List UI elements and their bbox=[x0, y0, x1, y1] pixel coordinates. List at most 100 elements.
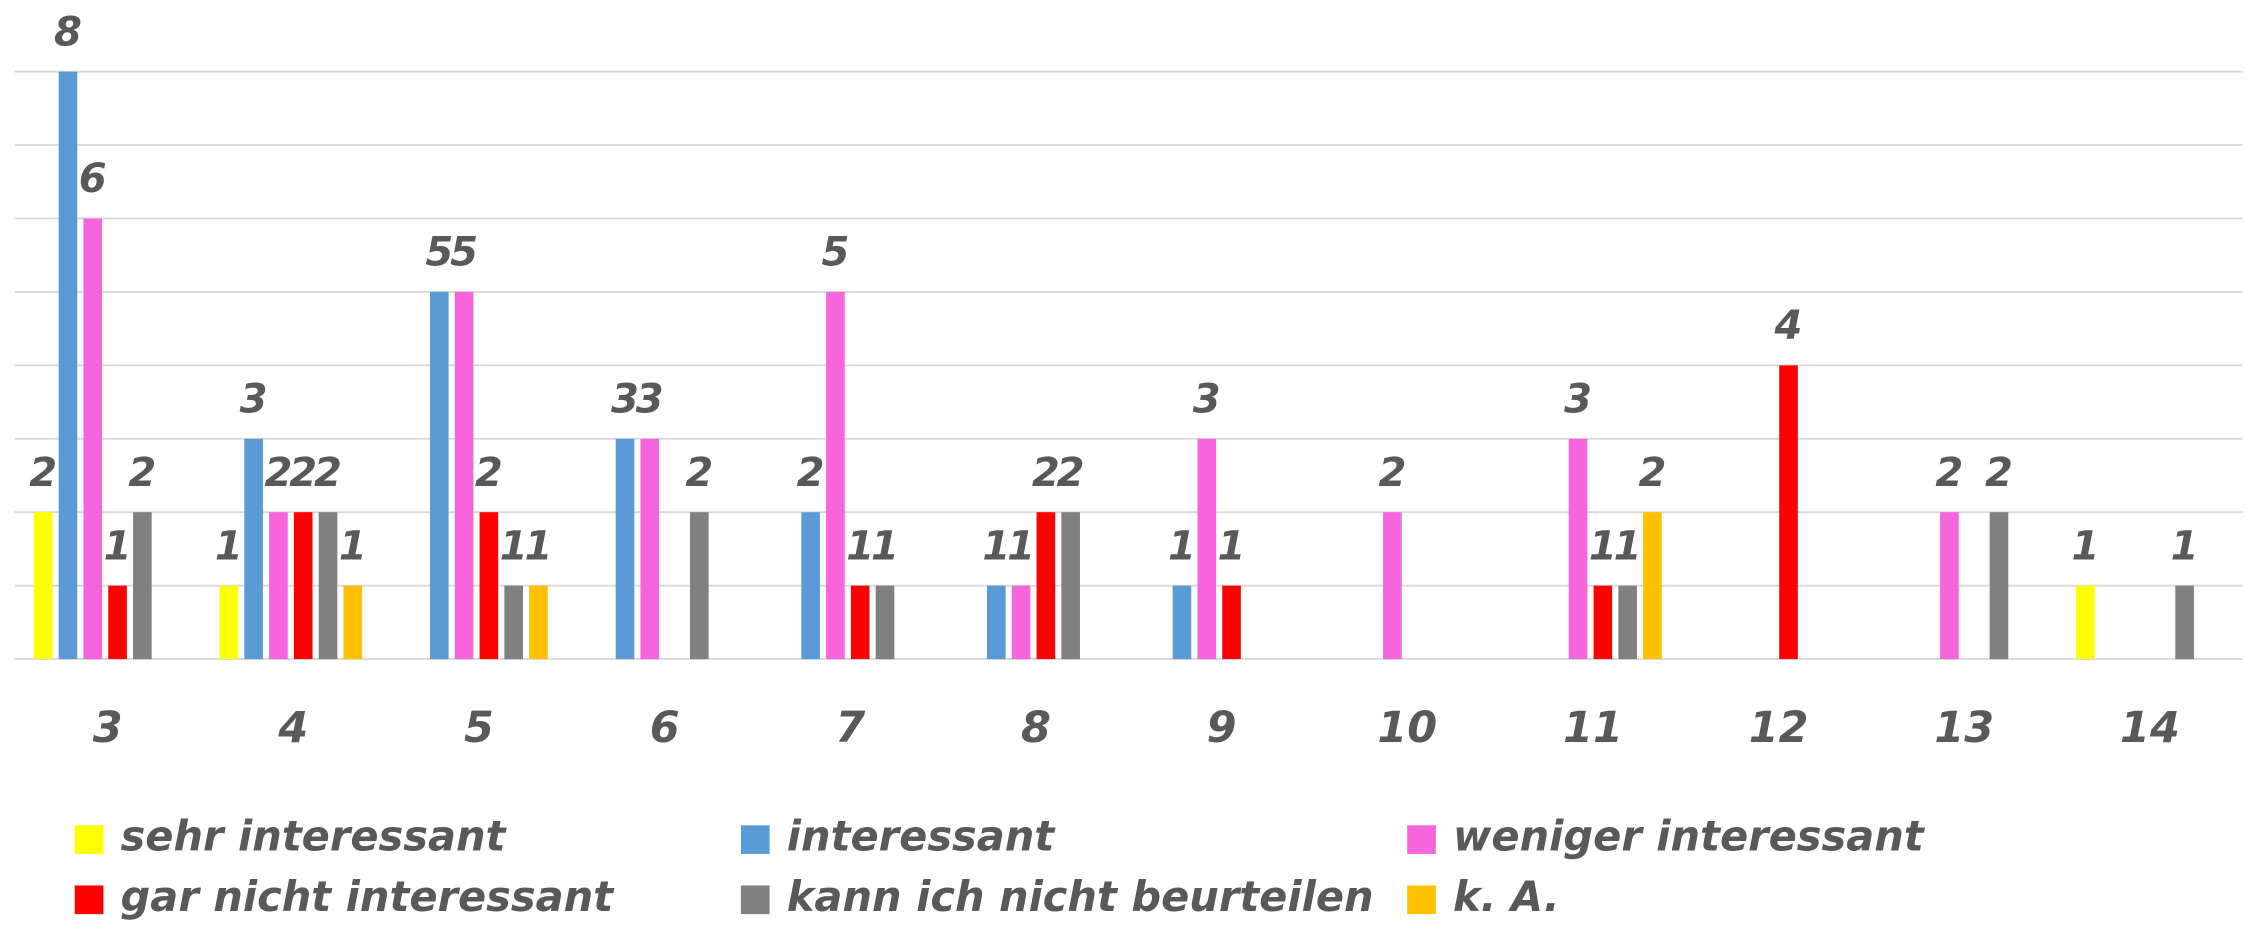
x-tick-label: 10 bbox=[1377, 703, 1437, 753]
x-tick-label: 14 bbox=[2120, 703, 2180, 753]
data-label: 3 bbox=[636, 377, 664, 423]
data-label: 8 bbox=[54, 9, 82, 55]
bar bbox=[504, 585, 523, 660]
x-tick-label: 7 bbox=[835, 703, 865, 753]
legend-swatch bbox=[740, 885, 770, 915]
bar bbox=[58, 71, 78, 660]
data-label: 1 bbox=[1007, 523, 1035, 569]
bar bbox=[219, 585, 239, 660]
x-tick-label: 9 bbox=[1207, 703, 1237, 753]
data-label: 1 bbox=[339, 523, 367, 569]
bar bbox=[1989, 512, 2009, 660]
bar bbox=[33, 512, 53, 660]
x-tick-label: 3 bbox=[93, 703, 123, 753]
data-label: 1 bbox=[1168, 523, 1196, 569]
bar bbox=[986, 585, 1006, 660]
bar bbox=[133, 512, 152, 660]
data-label: 1 bbox=[1614, 523, 1642, 569]
bar bbox=[1940, 512, 1959, 660]
data-label: 2 bbox=[264, 450, 292, 496]
bar bbox=[1779, 365, 1798, 660]
legend-label: sehr interessant bbox=[121, 812, 508, 861]
data-label: 3 bbox=[611, 377, 639, 423]
data-label: 3 bbox=[1193, 377, 1221, 423]
bar bbox=[1011, 585, 1031, 660]
legend-swatch bbox=[74, 885, 104, 915]
data-label: 1 bbox=[524, 523, 552, 569]
legend-swatch bbox=[1407, 825, 1436, 854]
bar bbox=[1222, 585, 1241, 660]
data-label: 1 bbox=[1589, 523, 1617, 569]
data-label: 2 bbox=[1638, 450, 1666, 496]
bar bbox=[318, 512, 338, 660]
legend-label: weniger interessant bbox=[1453, 812, 1926, 861]
data-label: 4 bbox=[1774, 303, 1803, 349]
bar bbox=[875, 585, 895, 660]
bar bbox=[269, 512, 288, 660]
data-label: 1 bbox=[215, 523, 243, 569]
x-tick-label: 13 bbox=[1934, 703, 1994, 753]
x-tick-label: 12 bbox=[1749, 703, 1809, 753]
data-label: 1 bbox=[982, 523, 1010, 569]
bar bbox=[1618, 585, 1637, 660]
bar bbox=[1036, 512, 1056, 660]
legend-label: interessant bbox=[787, 812, 1057, 861]
bar bbox=[529, 585, 548, 660]
bar bbox=[1383, 512, 1402, 660]
legend-swatch bbox=[1407, 885, 1436, 915]
data-label: 1 bbox=[104, 523, 132, 569]
data-label: 2 bbox=[289, 450, 317, 496]
legend-label: k. A. bbox=[1453, 872, 1560, 921]
data-label: 5 bbox=[450, 230, 478, 276]
legend-swatch bbox=[740, 825, 770, 854]
data-label: 2 bbox=[314, 450, 342, 496]
bar bbox=[1172, 585, 1192, 660]
bar bbox=[690, 512, 709, 660]
data-label: 2 bbox=[685, 450, 713, 496]
data-label: 2 bbox=[128, 450, 156, 496]
x-tick-label: 6 bbox=[650, 703, 680, 753]
bar bbox=[826, 291, 845, 660]
data-label: 6 bbox=[79, 156, 107, 202]
data-label: 5 bbox=[821, 230, 849, 276]
data-label: 2 bbox=[475, 450, 503, 496]
x-tick-label: 5 bbox=[464, 703, 494, 753]
bar bbox=[293, 512, 313, 660]
data-label: 1 bbox=[500, 523, 528, 569]
bar bbox=[850, 585, 870, 660]
bar bbox=[1568, 438, 1588, 660]
x-tick-label: 11 bbox=[1563, 703, 1623, 753]
bar bbox=[2076, 585, 2095, 660]
data-label: 2 bbox=[29, 450, 57, 496]
legend-swatch bbox=[74, 825, 104, 854]
x-tick-label: 8 bbox=[1021, 703, 1051, 753]
data-label: 2 bbox=[1032, 450, 1060, 496]
bar bbox=[429, 291, 449, 660]
data-label: 3 bbox=[240, 377, 268, 423]
data-label: 3 bbox=[1564, 377, 1592, 423]
bar bbox=[343, 585, 363, 660]
data-label: 1 bbox=[846, 523, 874, 569]
bar bbox=[108, 585, 127, 660]
bar bbox=[801, 512, 820, 660]
legend-label: kann ich nicht beurteilen bbox=[787, 872, 1374, 921]
bar bbox=[1061, 512, 1080, 660]
bar bbox=[454, 291, 474, 660]
bar bbox=[479, 512, 499, 660]
data-label: 1 bbox=[871, 523, 899, 569]
data-label: 1 bbox=[2171, 523, 2199, 569]
bar bbox=[1197, 438, 1217, 660]
bar bbox=[2175, 585, 2194, 660]
data-label: 1 bbox=[1218, 523, 1246, 569]
data-label: 5 bbox=[425, 230, 453, 276]
x-tick-label: 4 bbox=[277, 703, 308, 753]
bar bbox=[244, 438, 263, 660]
bar bbox=[640, 438, 660, 660]
data-label: 2 bbox=[1935, 450, 1963, 496]
bar bbox=[83, 218, 103, 660]
data-label: 2 bbox=[1057, 450, 1085, 496]
legend-label: gar nicht interessant bbox=[121, 872, 616, 921]
bar bbox=[615, 438, 635, 660]
data-label: 2 bbox=[1985, 450, 2013, 496]
